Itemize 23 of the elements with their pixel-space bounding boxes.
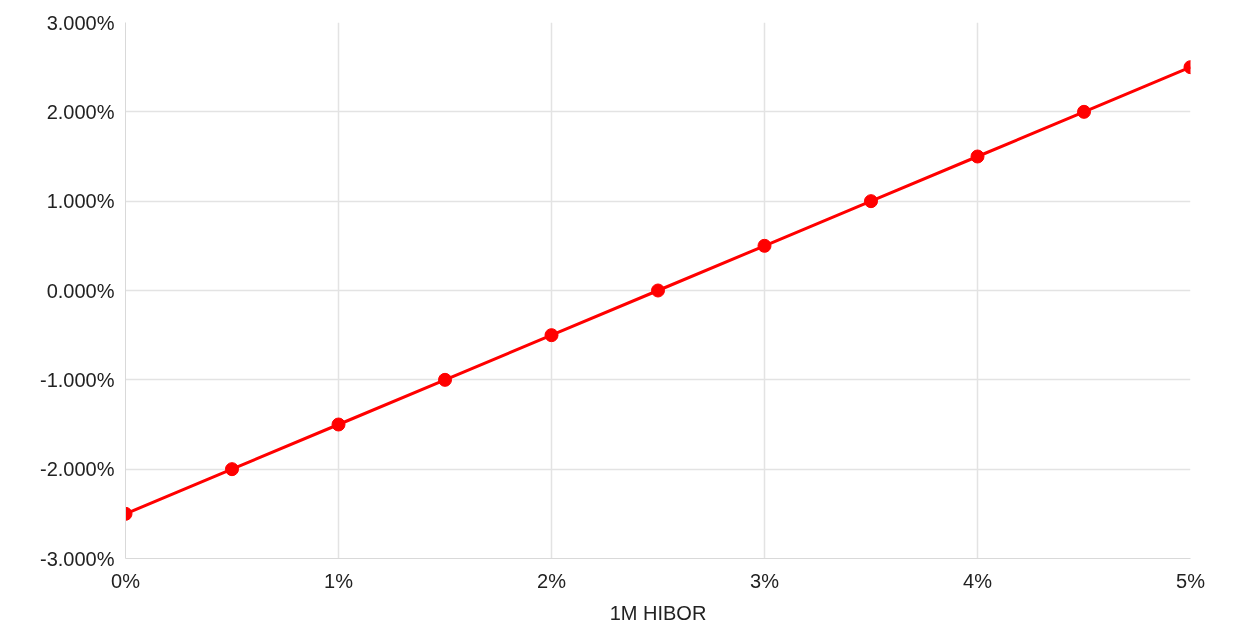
y-tick-label: 0.000% xyxy=(46,279,115,302)
y-tick-label: 1.000% xyxy=(46,190,115,213)
point xyxy=(331,417,346,432)
point xyxy=(864,194,878,209)
x-axis-title: 1M HIBOR xyxy=(609,601,707,624)
point xyxy=(757,238,772,253)
point xyxy=(438,372,452,387)
x-tick-label: 3% xyxy=(750,569,780,592)
point xyxy=(225,462,239,477)
point xyxy=(1077,104,1091,119)
point xyxy=(651,283,665,298)
y-tick-label: 2.000% xyxy=(46,100,115,123)
y-tick-label: -2.000% xyxy=(40,458,115,481)
x-tick-label: 4% xyxy=(963,569,993,592)
point xyxy=(970,149,985,164)
x-tick-label: 5% xyxy=(1176,569,1206,592)
y-tick-label: -1.000% xyxy=(40,368,115,391)
y-tick-label: -3.000% xyxy=(40,547,115,570)
x-tick-label: 2% xyxy=(537,569,567,592)
point xyxy=(544,328,559,343)
x-tick-label: 1% xyxy=(324,569,354,592)
y-tick-label: 3.000% xyxy=(46,11,115,34)
x-tick-label: 0% xyxy=(111,569,141,592)
